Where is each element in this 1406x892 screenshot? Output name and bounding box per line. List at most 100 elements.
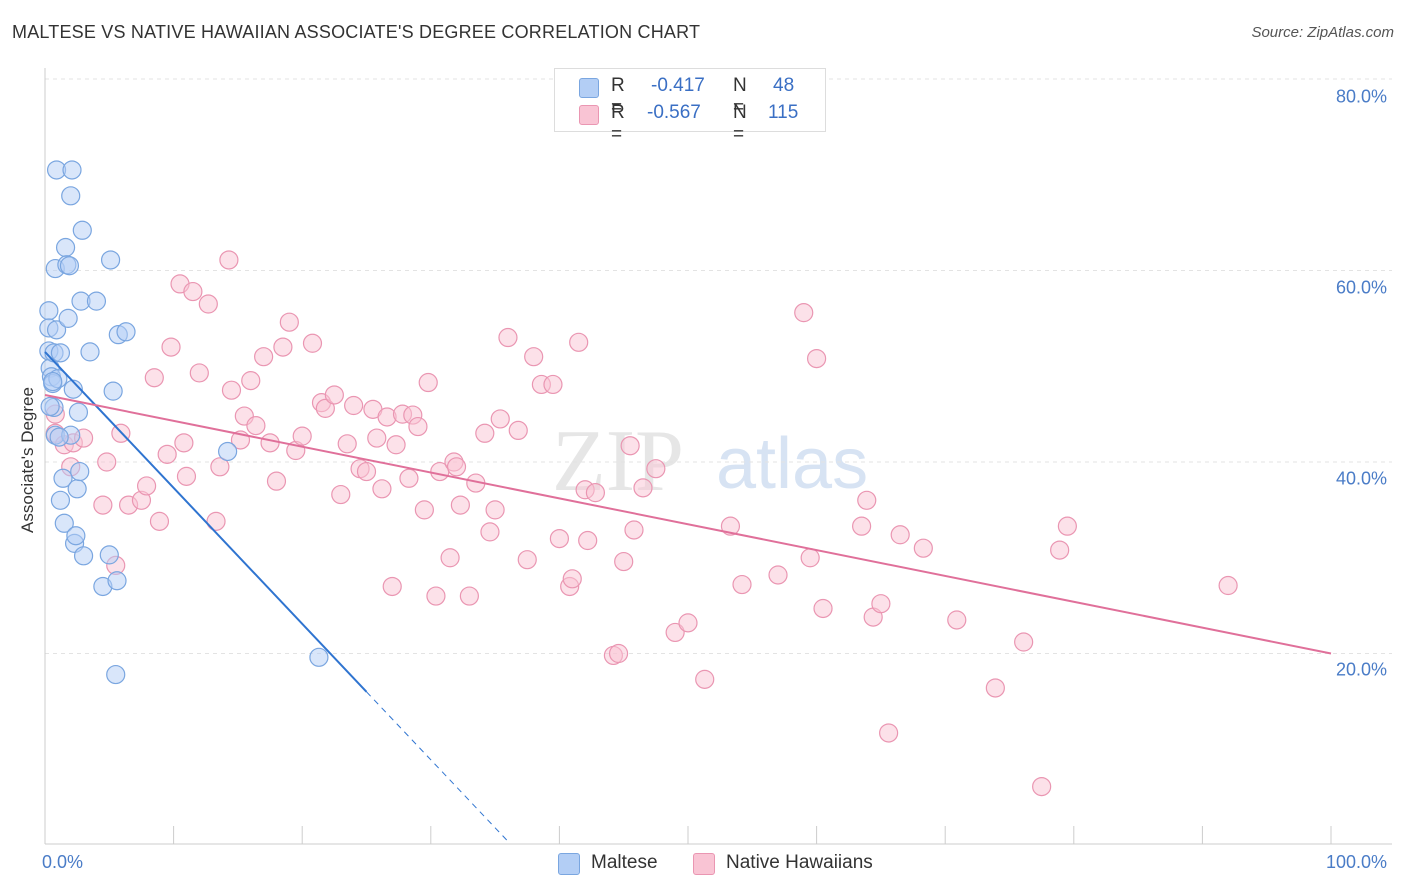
hawaiian-point xyxy=(144,368,164,388)
maltese-point xyxy=(49,427,69,447)
maltese-point xyxy=(40,396,60,417)
legend-maltese-swatch xyxy=(558,853,580,875)
hawaiian-point xyxy=(246,416,266,436)
hawaiian-point xyxy=(508,420,528,441)
maltese-point xyxy=(66,526,86,546)
hawaiian-point xyxy=(549,528,570,549)
hawaiian-point xyxy=(678,613,698,633)
hawaiian-point xyxy=(800,548,820,568)
hawaiian-point xyxy=(614,551,634,572)
maltese-point xyxy=(309,647,329,667)
hawaiian-point xyxy=(879,723,899,743)
hawaiian-point xyxy=(1050,540,1070,560)
hawaiian-point xyxy=(266,471,287,491)
y-tick-label-80: 80.0% xyxy=(1336,86,1388,107)
hawaiian-point xyxy=(337,434,357,454)
maltese-point xyxy=(39,301,59,321)
hawaiian-point xyxy=(302,333,323,353)
maltese-point xyxy=(103,381,123,401)
maltese-point xyxy=(107,571,127,591)
maltese-point xyxy=(58,308,78,328)
maltese-point xyxy=(100,250,121,270)
hawaiian-point xyxy=(372,479,392,499)
maltese-trend-line xyxy=(44,351,368,693)
hawaiian-point xyxy=(189,363,209,383)
hawaiian-swatch xyxy=(579,105,599,125)
hawaiian-point xyxy=(1032,776,1052,797)
hawaiian-point xyxy=(426,586,446,606)
x-tick-label-min: 0.0% xyxy=(42,852,84,872)
hawaiian-point xyxy=(569,332,589,352)
hawaiian-point xyxy=(210,457,230,477)
maltese-point xyxy=(53,468,73,488)
hawaiian-point xyxy=(913,538,933,558)
hawaiian-point xyxy=(399,468,419,488)
hawaiian-point xyxy=(480,522,500,542)
hawaiian-point xyxy=(161,337,181,357)
maltese-point xyxy=(61,186,81,206)
hawaiian-point xyxy=(517,550,537,570)
hawaiian-n-value: 115 xyxy=(768,102,799,123)
hawaiian-point xyxy=(1218,575,1238,596)
maltese-point xyxy=(62,160,82,180)
hawaiian-point xyxy=(485,500,505,520)
hawaiian-point xyxy=(219,250,239,270)
hawaiian-point xyxy=(157,444,177,464)
y-tick-label-60: 60.0% xyxy=(1336,277,1388,298)
hawaiian-point xyxy=(794,303,814,323)
maltese-point xyxy=(73,546,94,566)
maltese-point xyxy=(43,371,63,392)
hawaiian-point xyxy=(720,516,741,536)
maltese-point xyxy=(59,256,80,276)
hawaiian-point xyxy=(414,500,434,520)
x-tick-label-max: 100.0% xyxy=(1326,852,1388,872)
maltese-r-value: -0.417 xyxy=(651,75,705,96)
hawaiian-point xyxy=(806,348,827,369)
hawaiian-point xyxy=(624,520,644,540)
hawaiian-point xyxy=(279,312,299,332)
maltese-n-label: N = xyxy=(733,75,747,118)
hawaiian-point xyxy=(578,530,598,551)
hawaiian-point xyxy=(857,490,877,510)
hawaiian-point xyxy=(315,398,335,418)
hawaiian-point xyxy=(183,281,203,302)
hawaiian-point xyxy=(633,478,653,498)
legend-maltese-label: Maltese xyxy=(591,852,658,873)
hawaiian-point xyxy=(93,495,113,515)
hawaiian-point xyxy=(665,622,685,643)
hawaiian-point xyxy=(440,548,460,568)
hawaiian-r-label: R = xyxy=(611,102,625,145)
hawaiian-point xyxy=(149,511,170,531)
hawaiian-point xyxy=(543,374,563,395)
hawaiian-point xyxy=(136,476,157,496)
hawaiian-point xyxy=(695,669,715,689)
hawaiian-point xyxy=(344,395,364,416)
hawaiian-point xyxy=(498,327,518,348)
maltese-point xyxy=(55,237,76,258)
hawaiian-point xyxy=(1057,516,1077,536)
hawaiian-point xyxy=(367,428,387,448)
hawaiian-point xyxy=(562,569,582,589)
legend-hawaiian-swatch xyxy=(693,853,715,875)
hawaiian-point xyxy=(459,586,479,606)
maltese-trend-extension xyxy=(366,691,509,842)
hawaiian-point xyxy=(1014,632,1034,652)
hawaiian-point xyxy=(947,610,967,630)
axes xyxy=(44,68,1392,845)
hawaiian-point xyxy=(490,409,510,429)
maltese-n-value: 48 xyxy=(773,75,795,96)
hawaiian-point xyxy=(356,461,377,482)
maltese-point xyxy=(70,461,90,482)
maltese-r-label: R = xyxy=(611,75,625,118)
hawaiian-point xyxy=(985,678,1005,698)
maltese-point xyxy=(68,402,89,422)
hawaiian-point xyxy=(732,574,752,595)
hawaiian-point xyxy=(475,423,495,443)
hawaiian-point xyxy=(585,483,606,503)
legend-hawaiian-label: Native Hawaiians xyxy=(726,852,873,873)
watermark-atlas: atlas xyxy=(716,424,868,504)
hawaiian-point xyxy=(813,598,833,619)
hawaiian-point xyxy=(450,495,470,515)
hawaiian-point xyxy=(221,380,242,400)
